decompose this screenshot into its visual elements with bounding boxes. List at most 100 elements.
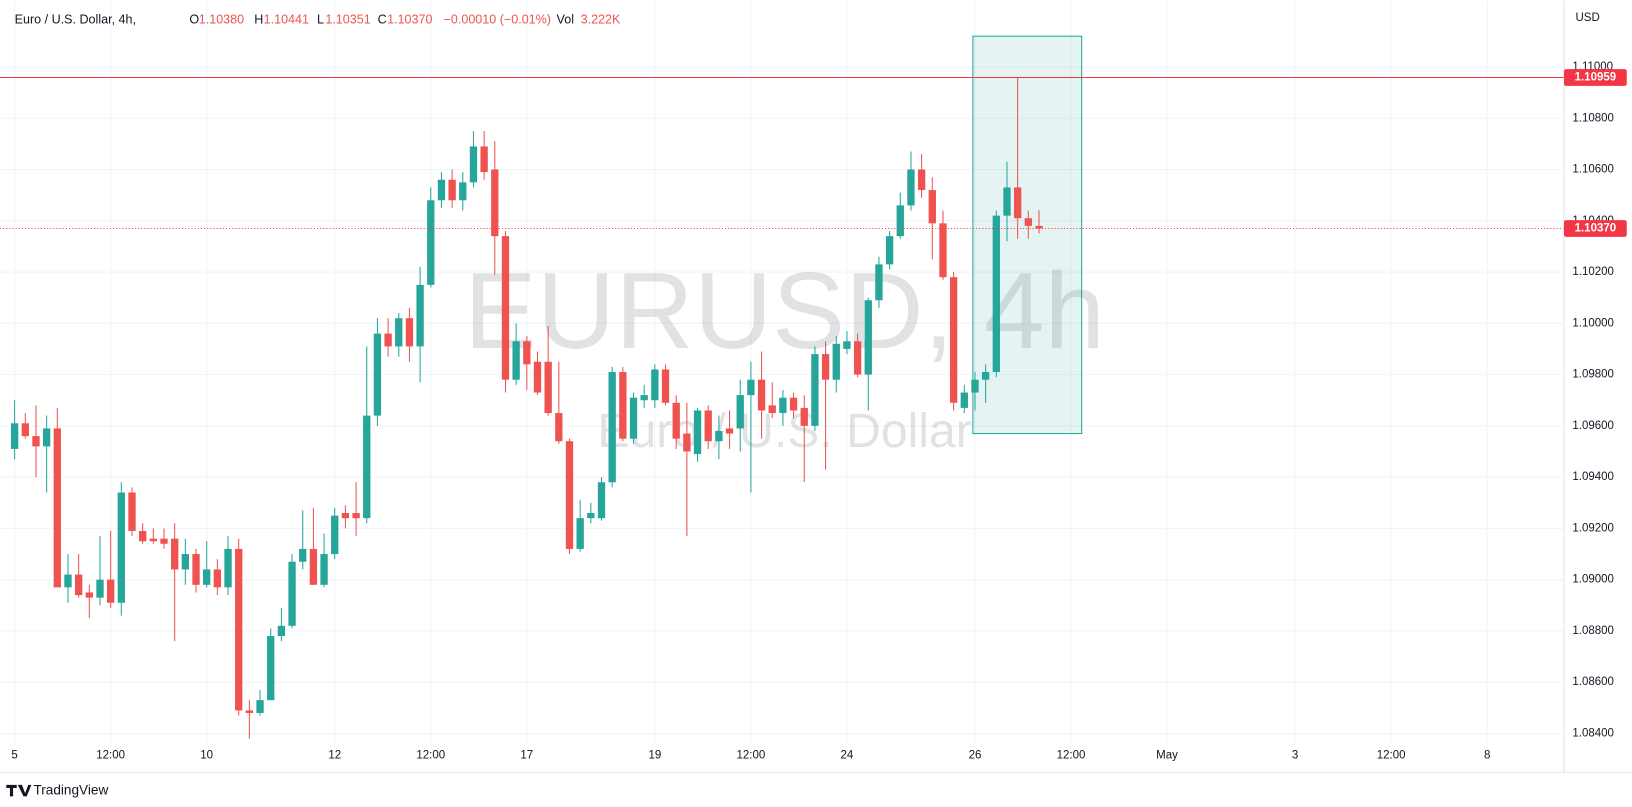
candle-body	[501, 236, 510, 380]
candle-body	[565, 441, 574, 549]
x-tick-label: 12	[328, 750, 341, 762]
candle-body	[395, 318, 403, 347]
low-value: 1.10351	[325, 12, 370, 26]
candle-body	[437, 179, 446, 201]
candle-body	[992, 215, 1000, 373]
candle-body	[1035, 225, 1043, 229]
candle-body	[42, 428, 51, 447]
candle-body	[21, 423, 29, 437]
candle-body	[800, 407, 808, 426]
y-tick-label: 1.10800	[1572, 112, 1614, 124]
candle-body	[875, 264, 883, 301]
y-tick-label: 1.10200	[1572, 266, 1614, 278]
candle-body	[448, 179, 456, 201]
candle-body	[587, 513, 595, 519]
x-tick-label: 12:00	[1377, 750, 1406, 762]
volume-value: 3.222K	[581, 12, 621, 26]
candle-body	[747, 379, 755, 396]
candle-body	[1024, 218, 1032, 226]
candle-body	[768, 405, 776, 414]
header: Euro / U.S. Dollar, 4h, O 1.10380 H 1.10…	[15, 12, 621, 26]
candle-body	[619, 372, 627, 439]
candle-body	[53, 428, 61, 588]
y-tick-label: 1.09400	[1572, 471, 1614, 483]
logo-icon	[6, 784, 32, 797]
x-tick-label: 24	[841, 750, 854, 762]
symbol-label: Euro / U.S. Dollar, 4h,	[15, 12, 136, 26]
candle-body	[74, 574, 83, 596]
candle-body	[533, 361, 542, 393]
candle-body	[64, 574, 72, 588]
candle-body	[693, 410, 702, 455]
candle-body	[576, 518, 584, 549]
candle-body	[651, 369, 659, 401]
candle-body	[1003, 187, 1011, 216]
candle-body	[405, 318, 414, 347]
candle-body	[704, 410, 712, 442]
candle-body	[277, 625, 286, 637]
x-tick-label: 12:00	[96, 750, 125, 762]
candle-body	[928, 190, 936, 224]
x-tick-label: 12:00	[1057, 750, 1086, 762]
footer-logo[interactable]: TradingView	[6, 783, 108, 798]
candle-body	[629, 397, 638, 439]
candle-body	[128, 492, 136, 531]
candle-body	[171, 538, 179, 570]
candle-body	[843, 341, 851, 349]
candle-body	[267, 636, 275, 701]
candle-body	[181, 554, 190, 570]
candle-body	[811, 354, 819, 426]
x-tick-label: 12:00	[416, 750, 445, 762]
candle-body	[469, 146, 478, 183]
y-tick-label: 1.08600	[1572, 676, 1614, 688]
candle-body	[661, 369, 670, 403]
y-tick-label: 1.09800	[1572, 369, 1614, 381]
candle-body	[416, 284, 424, 347]
candle-body	[736, 395, 744, 429]
candle-body	[480, 146, 488, 173]
candle-body	[309, 548, 318, 585]
candle-body	[597, 482, 606, 519]
candle-body	[192, 554, 200, 585]
close-label: C	[378, 12, 387, 26]
x-tick-label: 26	[969, 750, 982, 762]
candle-body	[523, 341, 531, 365]
candle-body	[245, 710, 254, 713]
candle-body	[299, 548, 307, 562]
volume-label: Vol	[557, 12, 574, 26]
candle-body	[459, 182, 467, 201]
candle-body	[789, 397, 798, 411]
candle-body	[203, 569, 211, 585]
open-value: 1.10380	[199, 12, 244, 26]
low-label: L	[317, 12, 324, 26]
candle-body	[853, 341, 862, 375]
candle-body	[725, 428, 734, 434]
candle-body	[320, 554, 328, 585]
currency-label: USD	[1576, 12, 1600, 24]
x-tick-label: 10	[200, 750, 213, 762]
candle-body	[235, 548, 243, 711]
candle-body	[960, 392, 968, 408]
candle-body	[384, 333, 392, 347]
candle-body	[885, 236, 894, 265]
candle-body	[491, 169, 499, 237]
footer-text: TradingView	[33, 783, 108, 798]
change-value: −0.00010 (−0.01%)	[444, 12, 551, 26]
candle-body	[363, 415, 371, 519]
candle-body	[672, 402, 680, 439]
candle-body	[96, 579, 104, 598]
candle-body	[896, 205, 904, 237]
plot	[0, 35, 1564, 739]
y-tick-label: 1.08400	[1572, 728, 1614, 740]
price-label-box	[1564, 220, 1627, 237]
candle-body	[949, 277, 958, 403]
candle-body	[373, 333, 382, 416]
candle-body	[715, 430, 723, 442]
high-label: H	[254, 12, 263, 26]
y-tick-label: 1.08800	[1572, 625, 1614, 637]
candle-body	[224, 548, 232, 588]
x-tick-label: 12:00	[737, 750, 766, 762]
candle-body	[981, 372, 990, 380]
candle-body	[907, 169, 915, 206]
candle-body	[864, 300, 872, 375]
